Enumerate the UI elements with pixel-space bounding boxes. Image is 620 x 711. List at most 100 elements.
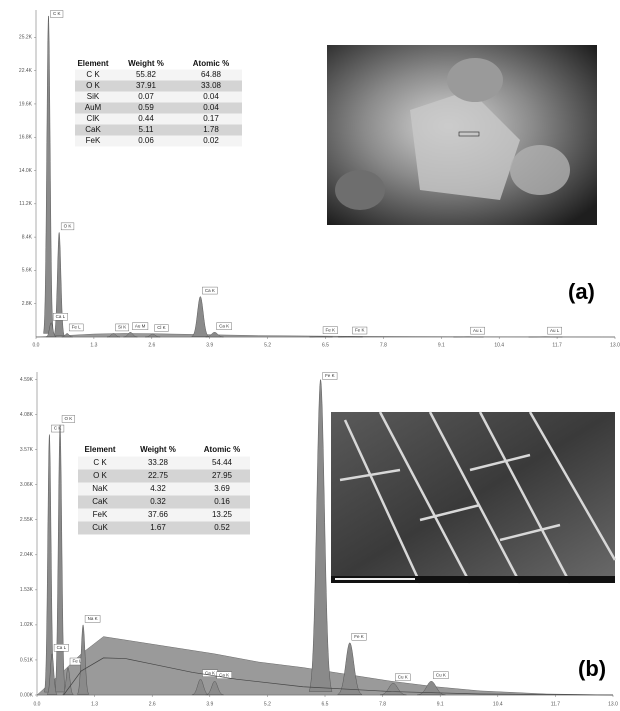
table-row bbox=[75, 102, 242, 114]
peak bbox=[61, 667, 75, 695]
peak bbox=[309, 336, 333, 338]
y-tick-label: 1.02K bbox=[20, 622, 34, 628]
peak-label-box bbox=[351, 633, 367, 641]
peak-label-box bbox=[50, 10, 64, 18]
x-tick-label: 3.9 bbox=[206, 342, 213, 348]
peak-label: Ca K bbox=[205, 288, 215, 293]
peak-label: Cu K bbox=[398, 675, 408, 680]
y-tick-label: 22.4K bbox=[19, 68, 33, 74]
peak-label: Fe K bbox=[326, 327, 336, 332]
y-tick-label: 3.57K bbox=[20, 447, 34, 453]
table-cell: C K bbox=[93, 458, 107, 467]
y-tick-label: 14.0K bbox=[19, 168, 33, 174]
peak bbox=[61, 333, 73, 338]
x-tick-label: 1.3 bbox=[90, 342, 97, 348]
peak bbox=[417, 681, 446, 696]
peak-label: Ca L bbox=[57, 645, 67, 650]
peak-label: O K bbox=[65, 416, 73, 421]
y-tick-label: 2.55K bbox=[20, 517, 34, 523]
y-tick-label: 4.08K bbox=[20, 412, 34, 418]
peak-label-box bbox=[60, 222, 75, 231]
table-row bbox=[78, 469, 250, 483]
table-row bbox=[78, 508, 250, 522]
table-cell: 64.88 bbox=[201, 70, 222, 79]
table-row bbox=[78, 456, 250, 470]
peak-label-box bbox=[395, 673, 411, 682]
table-cell: 0.44 bbox=[138, 114, 154, 123]
table-cell: 0.04 bbox=[203, 103, 219, 112]
peak-label-box bbox=[433, 671, 449, 679]
table-cell: 37.91 bbox=[136, 81, 157, 90]
table-header: Atomic % bbox=[204, 445, 240, 454]
table-cell: 27.95 bbox=[212, 471, 233, 480]
peak-label: Ca L bbox=[56, 314, 66, 319]
x-tick-label: 0.0 bbox=[34, 701, 41, 707]
table-cell: CaK bbox=[92, 497, 108, 506]
x-tick-label: 5.2 bbox=[264, 342, 271, 348]
table-cell: 0.32 bbox=[150, 497, 166, 506]
table-row bbox=[75, 91, 242, 103]
y-tick-label: 11.2K bbox=[19, 201, 32, 207]
peak bbox=[308, 379, 333, 692]
table-cell: 0.07 bbox=[138, 92, 154, 101]
x-tick-label: 10.4 bbox=[494, 342, 504, 348]
peak-label-box bbox=[470, 326, 485, 335]
y-tick-label: 16.8K bbox=[19, 135, 33, 141]
peak-label-box bbox=[132, 322, 149, 330]
table-header: Weight % bbox=[128, 59, 164, 68]
sem-image-a bbox=[327, 45, 597, 225]
peak-label: C K bbox=[54, 426, 62, 431]
table-row bbox=[78, 495, 250, 509]
x-tick-label: 0.0 bbox=[33, 342, 40, 348]
y-tick-label: 25.2K bbox=[19, 35, 33, 41]
table-header: Atomic % bbox=[193, 59, 229, 68]
peak bbox=[76, 624, 90, 695]
sem-image-b bbox=[331, 411, 617, 584]
table-cell: 4.32 bbox=[150, 484, 166, 493]
table-cell: FeK bbox=[93, 510, 108, 519]
continuum bbox=[35, 333, 616, 338]
x-tick-label: 10.4 bbox=[493, 701, 503, 707]
peak-label: Au L bbox=[473, 328, 483, 333]
x-tick-label: 2.6 bbox=[148, 342, 155, 348]
table-row bbox=[75, 135, 242, 147]
peak-label-box bbox=[68, 323, 84, 332]
table-cell: 22.75 bbox=[148, 471, 169, 480]
table-cell: 0.04 bbox=[203, 92, 219, 101]
x-tick-label: 13.0 bbox=[610, 342, 620, 348]
y-tick-label: 2.04K bbox=[20, 552, 34, 558]
table-cell: 37.66 bbox=[148, 510, 169, 519]
table-cell: 0.52 bbox=[214, 523, 230, 532]
table-row bbox=[75, 113, 242, 125]
peak-label: C K bbox=[53, 11, 61, 16]
peak bbox=[106, 333, 121, 338]
y-tick-label: 19.6K bbox=[19, 101, 33, 107]
peak-label: Fe K bbox=[355, 328, 365, 333]
table-cell: 0.16 bbox=[214, 497, 230, 506]
peak bbox=[205, 681, 224, 696]
peak-label-box bbox=[547, 326, 562, 335]
x-tick-label: 6.5 bbox=[322, 701, 329, 707]
peak-label-box bbox=[51, 424, 65, 433]
x-tick-label: 2.6 bbox=[149, 701, 156, 707]
peak-label-box bbox=[216, 671, 232, 679]
peak bbox=[46, 653, 58, 695]
table-cell: ClK bbox=[87, 114, 101, 123]
table-cell: FeK bbox=[86, 136, 101, 145]
y-tick-label: 3.06K bbox=[20, 482, 34, 488]
table-cell: O K bbox=[86, 81, 100, 90]
peak-label-box bbox=[53, 644, 69, 652]
y-tick-label: 0.00K bbox=[20, 692, 34, 698]
peak-label-box bbox=[216, 322, 232, 330]
table-row bbox=[75, 80, 242, 92]
table-cell: 1.78 bbox=[203, 125, 219, 134]
peak-label-box bbox=[154, 324, 169, 332]
table-cell: 1.67 bbox=[150, 523, 166, 532]
x-tick-label: 7.8 bbox=[379, 701, 386, 707]
peak bbox=[46, 322, 57, 338]
peak-label: O K bbox=[64, 224, 72, 229]
peak-label: Fe L bbox=[73, 659, 83, 664]
peak bbox=[44, 434, 55, 693]
x-tick-label: 11.7 bbox=[551, 701, 561, 707]
